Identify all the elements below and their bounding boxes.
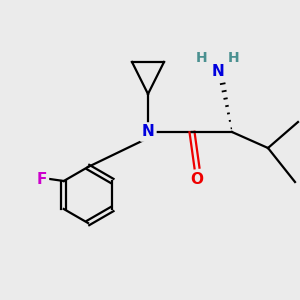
Text: N: N	[142, 124, 154, 140]
Text: O: O	[190, 172, 203, 188]
Text: H: H	[228, 51, 240, 65]
Text: F: F	[37, 172, 47, 187]
Text: N: N	[212, 64, 224, 80]
Text: H: H	[196, 51, 208, 65]
